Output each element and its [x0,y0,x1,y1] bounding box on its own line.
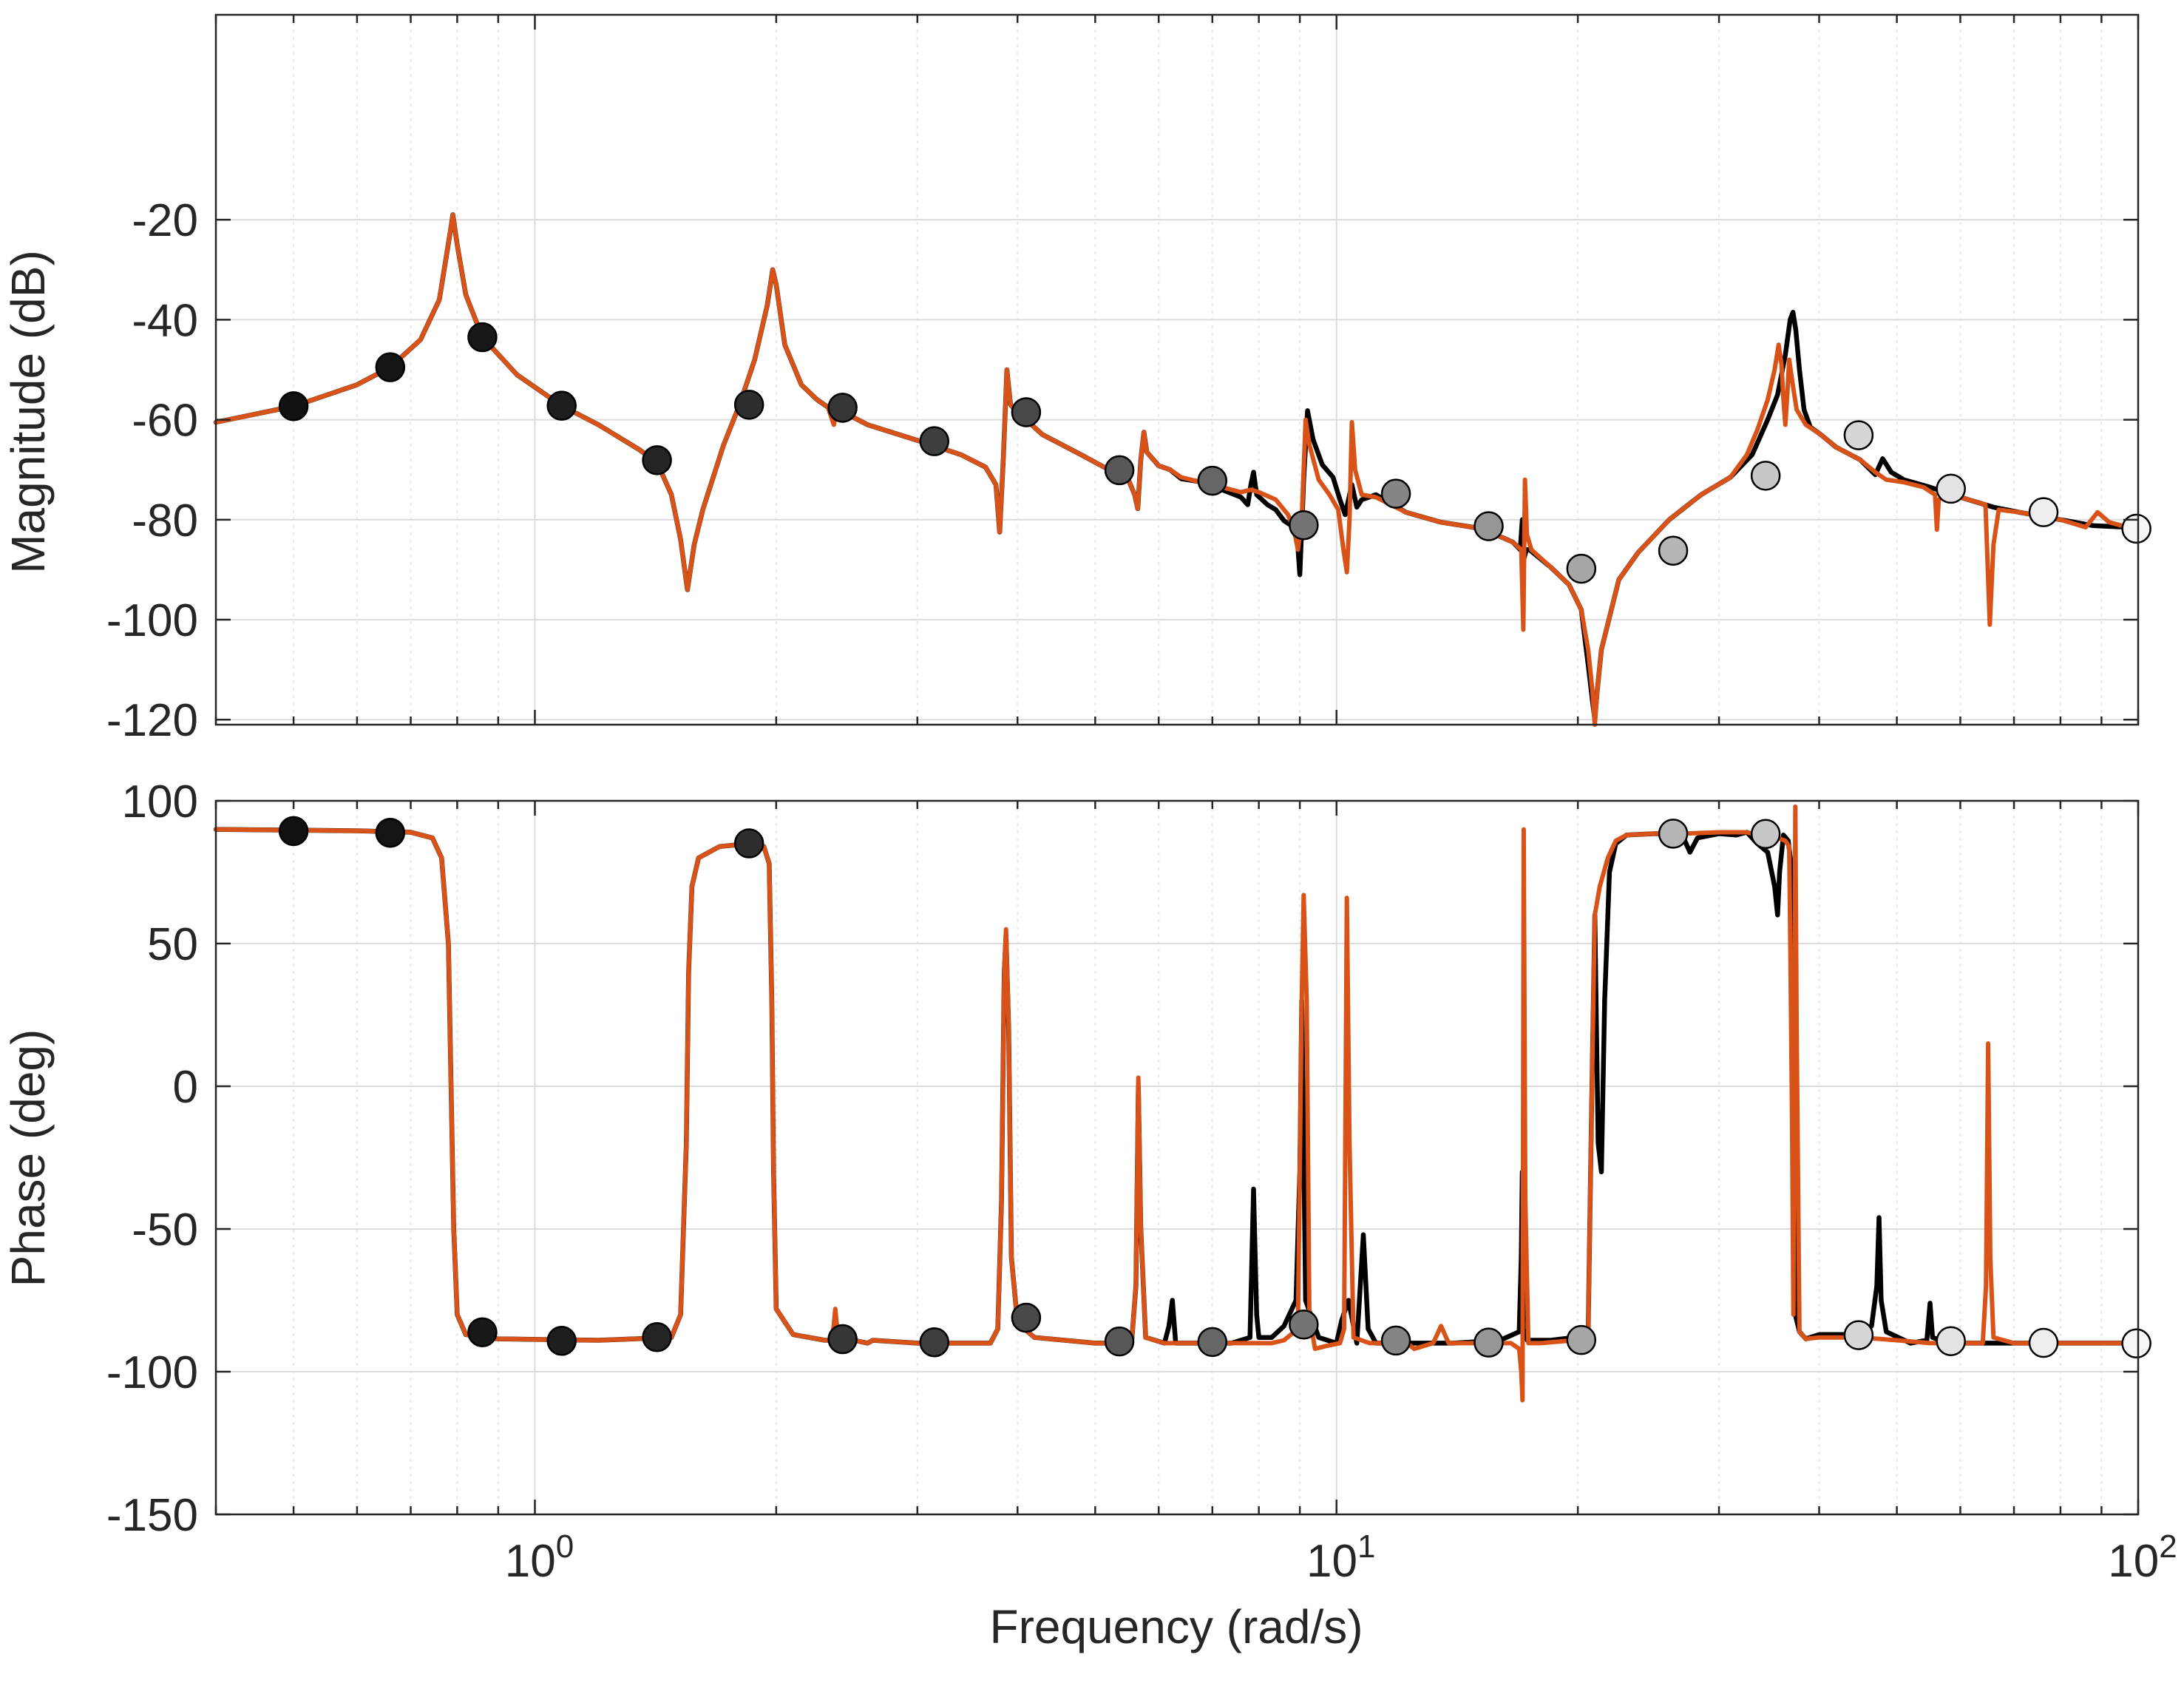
phase-marker-point [827,1324,858,1355]
phase-marker-point [1197,1327,1228,1358]
phase-marker-point [467,1317,498,1347]
x-tick-label: 101 [1306,1528,1375,1587]
magnitude-y-tick-label: -100 [106,595,198,646]
phase-marker-point [1566,1324,1597,1355]
phase-y-tick-label: 0 [173,1062,198,1113]
magnitude-y-tick-label: -20 [132,195,198,246]
phase-marker-point [733,828,764,859]
phase-y-tick-label: 50 [147,919,198,970]
magnitude-panel: -20 -40 -60 -80 -100 -120 Magnitude (dB) [1,13,2151,746]
magnitude-marker-point [1936,473,1966,504]
magnitude-marker-point [2028,497,2059,527]
magnitude-marker-point [733,390,764,420]
phase-marker-point [2028,1327,2059,1358]
magnitude-marker-point [546,390,577,421]
magnitude-marker-point [375,352,406,382]
magnitude-y-tick-labels: -20 -40 -60 -80 -100 -120 [106,195,198,746]
phase-y-tick-label: -150 [106,1490,198,1541]
phase-x-tick-labels: 100 101 102 [505,1528,2177,1587]
phase-marker-point [1750,819,1781,850]
magnitude-y-tick-label: -40 [132,295,198,346]
phase-y-tick-labels: 100 50 0 -50 -100 -150 [106,776,198,1541]
magnitude-marker-point [1566,553,1597,584]
phase-marker-point [375,817,406,848]
magnitude-y-axis-label: Magnitude (dB) [1,250,55,574]
x-axis-label: Frequency (rad/s) [989,1600,1363,1653]
magnitude-marker-point [1289,510,1319,541]
phase-marker-point [1936,1326,1966,1356]
phase-marker-point [1658,819,1689,849]
phase-marker-point [1843,1320,1874,1350]
phase-y-tick-label: 100 [122,776,198,827]
phase-axes-frame [214,799,2140,1516]
magnitude-marker-point [1011,397,1042,427]
phase-marker-point [1289,1310,1319,1340]
phase-y-tick-label: -100 [106,1347,198,1398]
magnitude-markers [278,322,2151,584]
magnitude-axes-box [214,13,2140,726]
magnitude-marker-point [2121,513,2151,544]
phase-marker-point [278,816,309,847]
x-tick-label: 102 [2108,1528,2177,1587]
magnitude-marker-point [827,393,858,423]
phase-marker-point [1473,1327,1504,1358]
magnitude-marker-point [278,391,309,421]
magnitude-axes-frame [214,13,2140,726]
phase-marker-point [642,1322,672,1352]
magnitude-marker-point [1750,461,1781,491]
phase-marker-point [1380,1325,1411,1356]
phase-marker-point [546,1326,577,1356]
magnitude-marker-point [1104,455,1135,486]
magnitude-traces [213,212,2141,727]
magnitude-marker-point [1197,465,1228,496]
magnitude-series-model-line [214,212,2140,727]
magnitude-marker-point [642,445,672,475]
phase-markers [278,816,2151,1359]
magnitude-marker-point [919,426,950,456]
phase-marker-point [1011,1302,1042,1333]
magnitude-y-tick-label: -60 [132,396,198,447]
phase-y-tick-label: -50 [132,1205,198,1256]
magnitude-marker-point [1473,511,1504,541]
x-tick-label: 100 [505,1528,574,1587]
phase-marker-point [919,1327,950,1358]
magnitude-marker-point [1380,478,1411,509]
magnitude-marker-point [1658,535,1689,566]
phase-marker-point [2121,1328,2151,1359]
phase-marker-point [1104,1326,1135,1357]
magnitude-marker-point [467,322,498,353]
phase-y-axis-label: Phase (deg) [1,1029,55,1287]
magnitude-marker-point [1843,420,1874,450]
magnitude-y-tick-label: -120 [106,695,198,746]
magnitude-y-tick-label: -80 [132,495,198,546]
phase-axes-box [214,799,2140,1516]
